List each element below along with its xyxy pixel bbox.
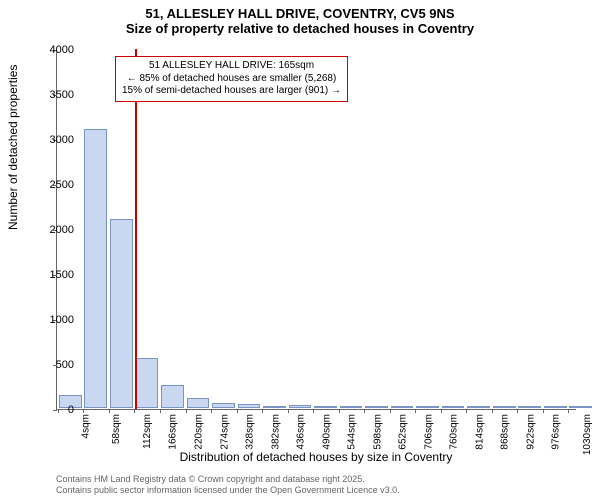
x-tick-label: 166sqm xyxy=(168,414,179,450)
y-axis-label: Number of detached properties xyxy=(6,65,20,230)
y-tick-label: 500 xyxy=(34,359,74,371)
histogram-bar xyxy=(544,406,567,408)
y-tick-label: 2500 xyxy=(34,179,74,191)
histogram-bar xyxy=(135,358,158,408)
x-tick-label: 382sqm xyxy=(270,414,281,450)
y-tick-label: 0 xyxy=(34,404,74,416)
x-tick-label: 1030sqm xyxy=(582,414,593,455)
x-tick-label: 598sqm xyxy=(372,414,383,450)
chart-title-line1: 51, ALLESLEY HALL DRIVE, COVENTRY, CV5 9… xyxy=(0,0,600,21)
attribution-footer: Contains HM Land Registry data © Crown c… xyxy=(56,474,400,496)
x-tick-label: 220sqm xyxy=(194,414,205,450)
histogram-bar xyxy=(518,406,541,408)
x-tick xyxy=(186,409,187,413)
x-tick-label: 4sqm xyxy=(80,414,91,438)
annotation-callout: 51 ALLESLEY HALL DRIVE: 165sqm← 85% of d… xyxy=(115,56,348,102)
x-tick xyxy=(543,409,544,413)
x-tick xyxy=(83,409,84,413)
footer-line2: Contains public sector information licen… xyxy=(56,485,400,496)
x-tick-label: 436sqm xyxy=(296,414,307,450)
x-tick-label: 922sqm xyxy=(525,414,536,450)
x-tick-label: 976sqm xyxy=(551,414,562,450)
x-tick xyxy=(390,409,391,413)
x-tick xyxy=(339,409,340,413)
x-tick-label: 544sqm xyxy=(347,414,358,450)
histogram-bar xyxy=(391,406,414,408)
x-tick xyxy=(492,409,493,413)
x-axis-label: Distribution of detached houses by size … xyxy=(56,450,576,464)
x-tick xyxy=(466,409,467,413)
histogram-bar xyxy=(365,406,388,408)
y-tick-label: 2000 xyxy=(34,224,74,236)
x-tick-label: 490sqm xyxy=(321,414,332,450)
histogram-bar xyxy=(289,405,312,408)
histogram-bar xyxy=(84,129,107,408)
x-tick xyxy=(441,409,442,413)
chart-container: 51, ALLESLEY HALL DRIVE, COVENTRY, CV5 9… xyxy=(0,0,600,500)
x-tick-label: 328sqm xyxy=(245,414,256,450)
x-tick xyxy=(313,409,314,413)
x-tick xyxy=(211,409,212,413)
plot-region: 51 ALLESLEY HALL DRIVE: 165sqm← 85% of d… xyxy=(56,50,576,410)
x-tick-label: 112sqm xyxy=(142,414,153,449)
annotation-line2: 15% of semi-detached houses are larger (… xyxy=(122,85,341,98)
x-tick-label: 652sqm xyxy=(398,414,409,450)
x-tick-label: 814sqm xyxy=(474,414,485,450)
x-tick-label: 58sqm xyxy=(111,414,122,444)
histogram-bar xyxy=(416,406,439,408)
chart-title-line2: Size of property relative to detached ho… xyxy=(0,21,600,40)
x-tick xyxy=(237,409,238,413)
x-tick-label: 760sqm xyxy=(449,414,460,450)
histogram-bar xyxy=(442,406,465,408)
histogram-bar xyxy=(314,406,337,408)
annotation-header: 51 ALLESLEY HALL DRIVE: 165sqm xyxy=(122,60,341,73)
y-tick-label: 4000 xyxy=(34,44,74,56)
x-tick xyxy=(262,409,263,413)
histogram-bar xyxy=(263,406,286,408)
histogram-bar xyxy=(238,404,261,408)
x-tick xyxy=(517,409,518,413)
histogram-bar xyxy=(161,385,184,408)
x-tick xyxy=(288,409,289,413)
y-tick-label: 3000 xyxy=(34,134,74,146)
x-tick xyxy=(160,409,161,413)
x-tick-label: 706sqm xyxy=(423,414,434,450)
histogram-bar xyxy=(569,406,592,408)
x-tick-label: 274sqm xyxy=(219,414,230,450)
y-tick-label: 1000 xyxy=(34,314,74,326)
histogram-bar xyxy=(493,406,516,408)
y-tick-label: 3500 xyxy=(34,89,74,101)
histogram-bar xyxy=(212,403,235,408)
x-tick xyxy=(364,409,365,413)
x-tick-label: 868sqm xyxy=(500,414,511,450)
footer-line1: Contains HM Land Registry data © Crown c… xyxy=(56,474,400,485)
annotation-line1: ← 85% of detached houses are smaller (5,… xyxy=(122,73,341,86)
property-marker-line xyxy=(135,49,137,409)
chart-plot-area: 51 ALLESLEY HALL DRIVE: 165sqm← 85% of d… xyxy=(56,50,576,410)
histogram-bar xyxy=(187,398,210,408)
x-tick xyxy=(134,409,135,413)
x-tick xyxy=(109,409,110,413)
histogram-bar xyxy=(467,406,490,408)
x-tick xyxy=(415,409,416,413)
histogram-bar xyxy=(340,406,363,408)
x-tick xyxy=(568,409,569,413)
histogram-bar xyxy=(110,219,133,408)
y-tick-label: 1500 xyxy=(34,269,74,281)
